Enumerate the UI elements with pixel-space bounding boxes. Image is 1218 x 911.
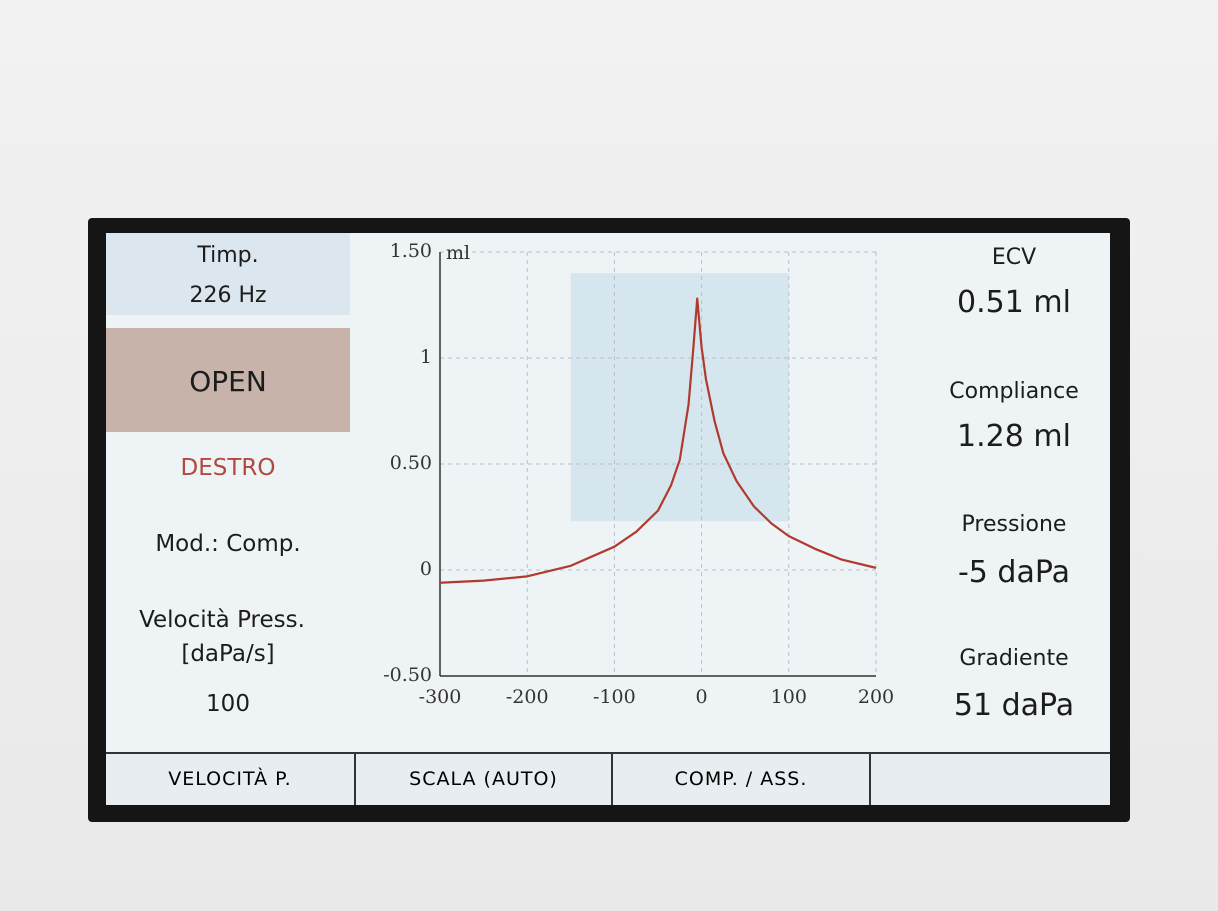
metric-value: 1.28 ml (957, 419, 1071, 454)
y-tick-label: 0 (420, 558, 432, 580)
x-tick-label: -300 (419, 686, 462, 708)
speed-label: Velocità Press. (139, 607, 305, 633)
frequency: 226 Hz (189, 283, 267, 308)
button[interactable]: SCALA (AUTO) (356, 752, 613, 805)
button[interactable]: VELOCITÀ P. (106, 752, 356, 805)
metric-value: 0.51 ml (957, 285, 1071, 320)
tympanogram-line (439, 297, 877, 584)
metric-label: Gradiente (959, 646, 1069, 671)
y-tick-label: 1.50 (390, 240, 432, 262)
metric-label: Pressione (961, 512, 1067, 537)
x-tick-label: 200 (858, 686, 894, 708)
y-axis-label: ml (446, 242, 470, 264)
y-tick-label: 1 (420, 346, 432, 368)
x-tick-label: -200 (506, 686, 549, 708)
button[interactable]: COMP. / ASS. (613, 752, 871, 805)
button[interactable] (871, 752, 1110, 805)
chart: -0.50 0 0.50 1 1.50 -300 -200 -100 0 100 200 ml (383, 240, 894, 708)
metric-label: ECV (991, 245, 1037, 270)
status: OPEN (189, 365, 267, 398)
mode-title: Timp. (197, 243, 259, 268)
mode-box (106, 233, 350, 315)
metric-label: Compliance (949, 379, 1079, 404)
speed-unit: [daPa/s] (181, 641, 275, 667)
y-tick-label: 0.50 (390, 452, 432, 474)
mode: Mod.: Comp. (155, 531, 301, 557)
ear: DESTRO (180, 455, 276, 481)
speed-value: 100 (206, 691, 250, 717)
x-tick-label: 0 (696, 686, 708, 708)
status-box (106, 328, 350, 432)
x-tick-label: -100 (593, 686, 636, 708)
screen: Timp. 226 Hz OPEN DESTRO Mod.: Comp. Vel… (106, 233, 1110, 805)
metric-value: -5 daPa (957, 555, 1070, 590)
y-tick-label: -0.50 (383, 664, 432, 686)
x-tick-label: 100 (771, 686, 807, 708)
reference-region (570, 273, 789, 522)
metric-value: 51 daPa (953, 688, 1075, 723)
